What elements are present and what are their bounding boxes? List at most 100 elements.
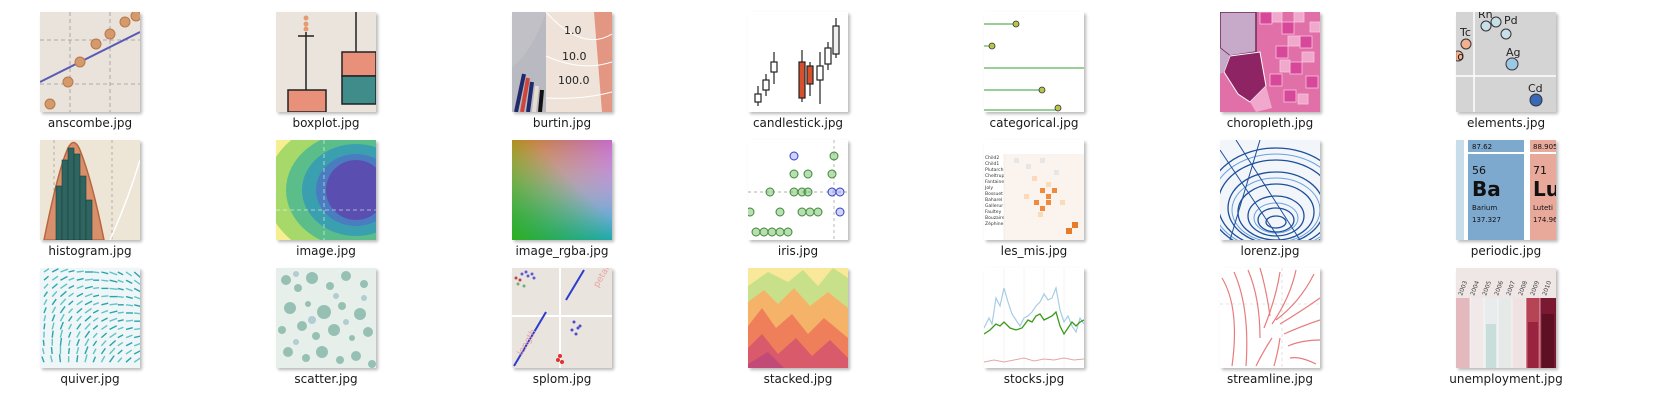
quiver-arrow (68, 292, 74, 298)
file-item-stacked[interactable]: stacked.jpg (708, 268, 868, 396)
quiver-arrow (51, 275, 59, 281)
quiver-arrow (41, 347, 45, 355)
svg-text:Gallerur: Gallerur (985, 203, 1003, 209)
quiver-arrow (68, 269, 75, 273)
file-item-scatter[interactable]: scatter.jpg (236, 268, 396, 396)
quiver-arrow (101, 317, 108, 322)
stock-lines-thumbnail (984, 268, 1084, 368)
file-name-label: periodic.jpg (1470, 244, 1542, 258)
svg-text:Child2: Child2 (985, 155, 999, 161)
file-item-les-mis[interactable]: Child2 Child1 Plutarch Cheltrup Fantaine… (944, 140, 1104, 268)
quiver-arrow (67, 347, 71, 355)
quiver-arrow (60, 268, 69, 273)
quiver-arrow (51, 298, 57, 306)
file-item-unemployment[interactable]: 2003 2004 2005 2006 2007 2008 2009 2010 (1416, 268, 1576, 396)
file-name-label: splom.jpg (532, 372, 592, 386)
quiver-arrow (59, 321, 64, 330)
quiver-arrow (101, 309, 109, 314)
histogram-thumbnail (40, 140, 140, 240)
quiver-arrow (41, 356, 45, 363)
file-name-label: burtin.jpg (532, 116, 592, 130)
quiver-arrow (117, 311, 124, 314)
quiver-arrow (117, 326, 124, 331)
element-bubbles-thumbnail: Tc Pd Rh Ag Cd Io (1456, 12, 1556, 112)
quiver-arrow (43, 283, 49, 289)
quiver-arrow (51, 322, 55, 330)
quiver-arrow (133, 295, 140, 300)
element-label: Ag (1506, 46, 1521, 59)
quiver-arrow (92, 332, 98, 339)
svg-text:Faultey: Faultey (985, 209, 1002, 215)
file-item-iris[interactable]: iris.jpg (708, 140, 868, 268)
file-item-anscombe[interactable]: anscombe.jpg (0, 12, 160, 140)
quiver-arrow (92, 348, 97, 355)
scatter-regression-thumbnail (40, 12, 140, 112)
file-item-stocks[interactable]: stocks.jpg (944, 268, 1104, 396)
quiver-arrow (101, 295, 109, 298)
file-item-histogram[interactable]: histogram.jpg (0, 140, 160, 268)
quiver-arrow (84, 338, 90, 347)
quiver-arrow (68, 308, 74, 314)
quiver-arrow (100, 355, 106, 363)
file-item-image[interactable]: image.jpg (236, 140, 396, 268)
file-item-splom[interactable]: length petal splom.jpg (472, 268, 632, 396)
file-name-label: stacked.jpg (763, 372, 833, 386)
quiver-arrow (84, 278, 94, 281)
quiver-arrow (125, 319, 134, 322)
quiver-arrow (109, 355, 115, 363)
quiver-arrow (92, 324, 99, 330)
quiver-arrow (125, 271, 133, 277)
file-item-candlestick[interactable]: candlestick.jpg (708, 12, 868, 140)
svg-text:2009: 2009 (1529, 280, 1541, 297)
file-item-image-rgba[interactable]: image_rgba.jpg (472, 140, 632, 268)
svg-text:Bossuet: Bossuet (985, 191, 1003, 197)
quiver-arrow (93, 286, 100, 290)
svg-text:174.96: 174.96 (1533, 216, 1556, 224)
svg-text:Bouzaire: Bouzaire (985, 215, 1005, 221)
quiver-arrow (59, 290, 67, 298)
quiver-arrow (84, 354, 88, 363)
quiver-arrow (43, 275, 49, 281)
quiver-arrow (134, 327, 140, 331)
file-item-boxplot[interactable]: boxplot.jpg (236, 12, 396, 140)
quiver-arrow (50, 346, 53, 355)
quiver-arrow (51, 314, 56, 322)
file-item-periodic[interactable]: 87.62 56 Ba Barium 137.327 88.905 71 Lu … (1416, 140, 1576, 268)
radial-tick-label: 10.0 (562, 50, 587, 63)
quiver-arrow (59, 313, 65, 322)
file-item-streamline[interactable]: streamline.jpg (1180, 268, 1340, 396)
quiver-arrow (92, 309, 99, 314)
element-label: Io (1456, 50, 1464, 63)
quiver-arrow (109, 310, 118, 314)
quiver-arrow (125, 287, 133, 292)
quiver-arrow (60, 283, 68, 289)
svg-text:2006: 2006 (1493, 280, 1505, 297)
quiver-arrow (60, 275, 68, 281)
quiver-arrow (51, 283, 58, 289)
svg-text:Plutarch: Plutarch (985, 167, 1004, 173)
file-item-burtin[interactable]: 1.0 10.0 100.0 burtin.jpg (472, 12, 632, 140)
file-item-choropleth[interactable]: choropleth.jpg (1180, 12, 1340, 140)
quiver-arrow (76, 347, 80, 355)
quiver-arrow (67, 331, 72, 338)
file-item-categorical[interactable]: categorical.jpg (944, 12, 1104, 140)
file-name-label: les_mis.jpg (1000, 244, 1068, 258)
choropleth-map-thumbnail (1220, 12, 1320, 112)
file-item-lorenz[interactable]: lorenz.jpg (1180, 140, 1340, 268)
quiver-arrow (51, 290, 58, 298)
file-item-elements[interactable]: Tc Pd Rh Ag Cd Io elements.jpg (1416, 12, 1576, 140)
quiver-arrow (134, 335, 140, 339)
quiver-arrow (67, 323, 73, 330)
quiver-arrow (42, 339, 45, 346)
file-name-label: histogram.jpg (48, 244, 132, 258)
quiver-arrow (84, 307, 92, 314)
quiver-arrow (84, 346, 89, 355)
file-name-label: candlestick.jpg (752, 116, 844, 130)
svg-text:2010: 2010 (1541, 280, 1553, 297)
quiver-arrow (117, 295, 124, 299)
quiver-arrow (109, 287, 118, 291)
quiver-arrow (109, 325, 118, 331)
file-item-quiver[interactable]: quiver.jpg (0, 268, 160, 396)
file-name-label: unemployment.jpg (1449, 372, 1563, 386)
